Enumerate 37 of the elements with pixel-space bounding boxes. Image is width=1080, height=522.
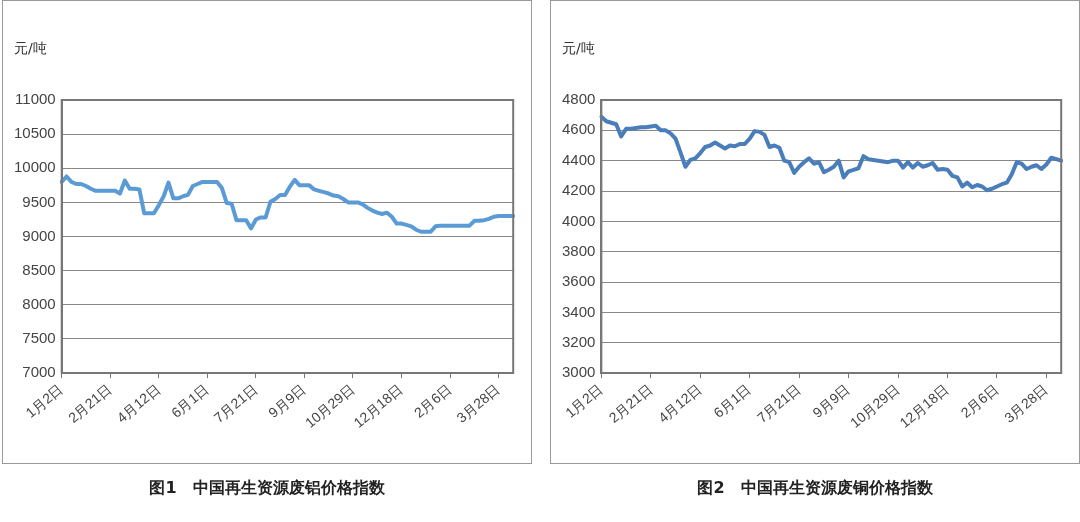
y-tick-label: 7000 [22,363,56,381]
y-tick-label: 4400 [561,150,596,168]
x-tick-label: 6月1日 [168,380,212,421]
y-tick-label: 4600 [561,120,596,138]
x-tick-label: 3月28日 [1001,380,1051,426]
y-tick-label: 10000 [13,158,56,176]
x-tick-label: 6月1日 [710,380,755,421]
x-tick-label: 7月21日 [210,380,261,426]
y-tick-label: 3600 [561,272,596,290]
x-tick-label: 2月21日 [65,380,115,426]
x-tick-label: 2月6日 [957,380,1002,421]
y-tick-label: 8500 [22,260,56,278]
x-tick-label: 4月12日 [655,380,705,426]
y-tick-label: 3400 [561,302,596,320]
y-tick-label: 3800 [561,241,596,259]
y-axis-title: 元/吨 [562,40,595,58]
y-axis-title: 元/吨 [14,40,47,58]
text: 图2 中国再生资源废铜价格指数 [696,478,934,499]
x-tick-label: 2月6日 [410,380,455,421]
y-tick-label: 3000 [561,363,596,381]
y-tick-label: 4800 [561,90,596,108]
y-tick-label: 3200 [561,332,596,350]
y-tick-label: 11000 [15,90,56,108]
x-tick-label: 1月2日 [22,380,67,421]
x-tick-label: 4月12日 [113,380,164,426]
x-tick-label: 2月21日 [605,380,656,426]
y-tick-label: 4200 [561,181,596,199]
y-tick-label: 8000 [22,294,56,312]
y-tick-label: 9500 [22,192,56,210]
y-tick-label: 10500 [13,124,56,142]
x-tick-label: 3月28日 [453,380,504,426]
x-tick-label: 1月2日 [562,380,606,421]
x-tick-label: 7月21日 [753,380,804,426]
text: 图1 中国再生资源废铝价格指数 [148,478,386,499]
y-tick-label: 4000 [561,211,596,229]
y-tick-label: 7500 [22,329,56,347]
y-tick-label: 9000 [22,226,56,244]
